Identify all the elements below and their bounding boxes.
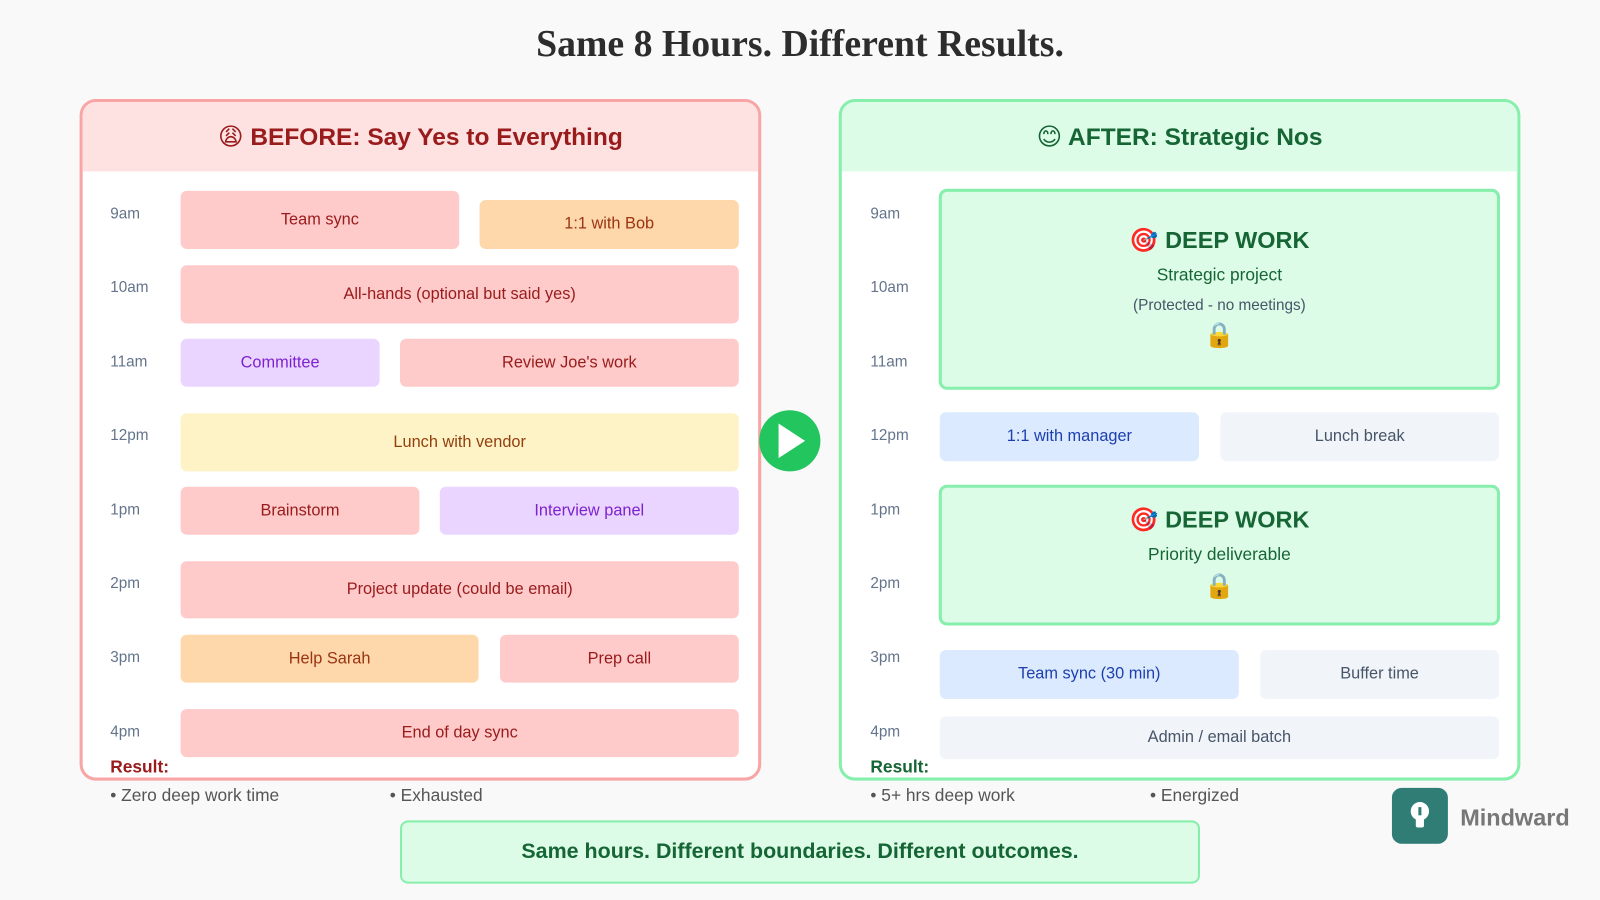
- calendar-event: Help Sarah: [180, 634, 479, 683]
- calendar-event: Team sync: [180, 190, 460, 249]
- before-panel: 😩 BEFORE: Say Yes to Everything 9am 10am 1…: [79, 98, 762, 781]
- calendar-event: Admin / email batch: [939, 716, 1499, 760]
- block-title: 🎯 DEEP WORK: [1129, 226, 1310, 253]
- time-label: 2pm: [110, 574, 140, 592]
- calendar-event: Project update (could be email): [180, 561, 739, 619]
- block-title: 🎯 DEEP WORK: [1129, 506, 1310, 533]
- calendar-event: End of day sync: [180, 709, 739, 758]
- block-line: 🔒: [1204, 572, 1235, 600]
- time-label: 3pm: [870, 648, 901, 667]
- calendar-event: Review Joe's work: [399, 338, 739, 387]
- panel-heading: 😊 AFTER: Strategic Nos: [841, 102, 1518, 172]
- time-label: 1pm: [870, 501, 901, 519]
- time-label: 4pm: [110, 723, 140, 741]
- time-label: 2pm: [870, 574, 901, 592]
- result-item: • Energized: [1149, 785, 1240, 806]
- time-label: 12pm: [870, 426, 909, 444]
- time-label: 12pm: [110, 426, 149, 444]
- time-label: 10am: [870, 278, 909, 296]
- time-label: 10am: [110, 278, 149, 296]
- result-label: Result:: [110, 757, 170, 777]
- deep-work-block: 🎯 DEEP WORK Priority deliverable 🔒: [938, 484, 1500, 626]
- arrow-icon: [759, 410, 821, 472]
- time-label: 3pm: [110, 648, 140, 667]
- time-label: 9am: [110, 205, 140, 223]
- block-line: 🔒: [1204, 320, 1235, 349]
- result-item: • 5+ hrs deep work: [870, 785, 1015, 806]
- panel-heading: 😩 BEFORE: Say Yes to Everything: [82, 102, 759, 172]
- time-label: 1pm: [110, 501, 140, 519]
- brand-logo: [1391, 787, 1448, 844]
- result-item: • Zero deep work time: [110, 785, 280, 806]
- calendar-event: Brainstorm: [180, 486, 420, 535]
- calendar-event: 1:1 with manager: [939, 412, 1199, 462]
- footer-banner: Same hours. Different boundaries. Differ…: [399, 820, 1200, 884]
- calendar-event: Lunch with vendor: [180, 413, 739, 472]
- time-label: 9am: [870, 205, 901, 223]
- block-line: Strategic project: [1156, 264, 1283, 285]
- brand-name: Mindward: [1460, 804, 1570, 831]
- calendar-event: Lunch break: [1220, 412, 1499, 462]
- block-line: Priority deliverable: [1148, 544, 1291, 565]
- calendar-event: Prep call: [499, 634, 739, 683]
- page-title: Same 8 Hours. Different Results.: [536, 23, 1064, 66]
- time-label: 11am: [110, 353, 148, 371]
- time-label: 11am: [870, 353, 908, 371]
- calendar-event: Buffer time: [1260, 649, 1499, 699]
- time-label: 4pm: [870, 723, 901, 741]
- result-label: Result:: [870, 757, 930, 777]
- calendar-event: Committee: [180, 338, 380, 387]
- after-panel: 😊 AFTER: Strategic Nos 9am 10am 11am 12pm 1p…: [838, 98, 1521, 781]
- result-item: • Exhausted: [389, 785, 483, 806]
- calendar-event: All-hands (optional but said yes): [180, 265, 739, 324]
- calendar-event: Interview panel: [439, 486, 739, 535]
- deep-work-block: 🎯 DEEP WORK Strategic project (Protected -…: [938, 188, 1500, 390]
- calendar-event: Team sync (30 min): [939, 649, 1239, 699]
- calendar-event: 1:1 with Bob: [479, 199, 739, 249]
- block-line: (Protected - no meetings): [1133, 296, 1306, 314]
